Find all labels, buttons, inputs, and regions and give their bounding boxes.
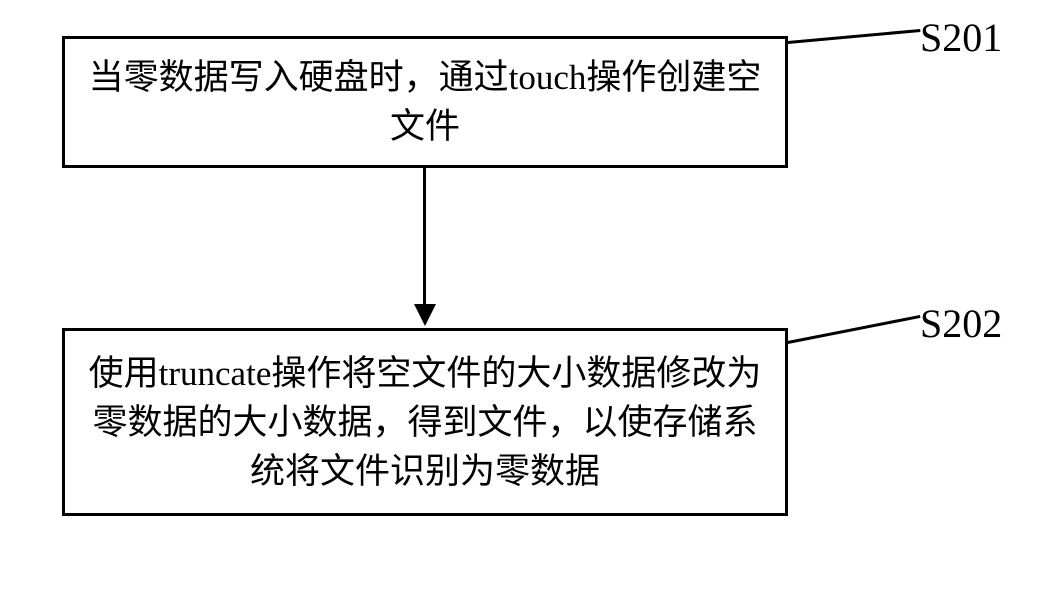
callout-line-2 bbox=[787, 315, 920, 344]
arrow-head-icon bbox=[414, 304, 436, 326]
step-label-2: S202 bbox=[920, 300, 1002, 347]
step-label-2-text: S202 bbox=[920, 301, 1002, 346]
arrow-shaft bbox=[423, 168, 426, 304]
step-box-2-text: 使用truncate操作将空文件的大小数据修改为零数据的大小数据，得到文件，以使… bbox=[79, 349, 771, 496]
callout-line-1 bbox=[788, 29, 920, 44]
step-box-2: 使用truncate操作将空文件的大小数据修改为零数据的大小数据，得到文件，以使… bbox=[62, 328, 788, 516]
step-label-1: S201 bbox=[920, 14, 1002, 61]
flowchart-stage: 当零数据写入硬盘时，通过touch操作创建空文件 使用truncate操作将空文… bbox=[0, 0, 1049, 595]
step-box-1: 当零数据写入硬盘时，通过touch操作创建空文件 bbox=[62, 36, 788, 168]
step-label-1-text: S201 bbox=[920, 15, 1002, 60]
step-box-1-text: 当零数据写入硬盘时，通过touch操作创建空文件 bbox=[79, 53, 771, 151]
